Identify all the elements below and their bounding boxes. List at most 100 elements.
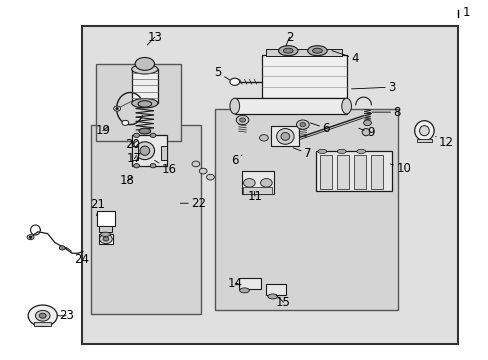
Ellipse shape [35,310,50,321]
Text: 2: 2 [285,31,293,46]
Ellipse shape [356,149,365,154]
Bar [131,135,166,166]
Ellipse shape [299,122,305,127]
Ellipse shape [29,236,32,238]
Ellipse shape [239,288,249,293]
Bar [266,49,341,56]
Text: 15: 15 [276,295,290,309]
Bar [97,211,115,226]
Ellipse shape [135,58,154,70]
Ellipse shape [133,133,139,138]
Ellipse shape [27,235,34,240]
Ellipse shape [131,99,158,108]
Bar [91,125,201,314]
Ellipse shape [229,98,239,114]
Bar [234,98,346,114]
Text: 11: 11 [247,190,262,203]
Text: 1: 1 [461,6,469,19]
Ellipse shape [317,149,326,154]
Bar [261,55,346,98]
Ellipse shape [28,305,57,327]
Text: 21: 21 [90,198,105,216]
Ellipse shape [236,115,248,125]
Ellipse shape [192,161,200,167]
Ellipse shape [283,48,292,53]
Ellipse shape [260,179,272,187]
Ellipse shape [307,46,326,56]
Text: 20: 20 [124,138,140,151]
Ellipse shape [116,108,118,110]
Text: 23: 23 [57,309,74,322]
Ellipse shape [100,234,112,244]
Bar [242,171,273,194]
Bar [34,322,51,327]
Ellipse shape [139,128,150,134]
Bar [99,226,112,232]
Bar [336,155,348,189]
Ellipse shape [363,120,371,126]
Ellipse shape [276,129,293,144]
Ellipse shape [150,133,156,138]
Ellipse shape [281,132,289,140]
Bar [238,278,260,289]
Text: 8: 8 [371,105,400,119]
Ellipse shape [150,163,156,168]
Bar [266,284,285,295]
Bar [81,26,458,344]
Ellipse shape [337,149,346,154]
Ellipse shape [362,129,369,136]
Text: 3: 3 [351,81,394,94]
Bar [370,155,382,189]
Text: 10: 10 [389,162,410,175]
Ellipse shape [259,135,268,141]
Text: 17: 17 [126,152,142,165]
Ellipse shape [140,146,149,156]
Text: 14: 14 [227,277,243,290]
Ellipse shape [133,163,139,168]
Ellipse shape [131,64,158,74]
Text: 19: 19 [95,124,110,137]
Bar [96,64,181,141]
Ellipse shape [114,106,120,111]
Bar [353,155,366,189]
Bar [161,146,166,160]
Ellipse shape [101,232,110,237]
Bar [416,139,431,143]
Ellipse shape [103,237,109,241]
Ellipse shape [59,246,65,250]
Ellipse shape [239,118,245,122]
Text: 6: 6 [230,154,242,167]
Bar [243,187,272,194]
Text: 12: 12 [435,136,453,149]
Ellipse shape [243,179,255,187]
Ellipse shape [278,46,297,56]
Bar [316,152,391,191]
Text: 16: 16 [154,160,177,176]
Ellipse shape [206,174,214,180]
Text: 24: 24 [67,248,89,266]
Text: 9: 9 [358,126,374,139]
Bar [131,146,137,160]
Bar [271,126,299,146]
Ellipse shape [135,142,154,159]
Ellipse shape [138,101,151,107]
Bar [131,69,158,103]
Text: 7: 7 [292,147,311,160]
Bar [319,155,331,189]
Ellipse shape [419,126,428,136]
Ellipse shape [312,48,322,53]
Ellipse shape [267,294,277,299]
Text: 5: 5 [214,66,229,80]
Text: 18: 18 [120,174,135,187]
Ellipse shape [296,120,308,129]
Text: 13: 13 [147,31,162,45]
Text: 6: 6 [309,122,329,135]
Text: 4: 4 [331,51,358,65]
Ellipse shape [341,98,351,114]
Text: 22: 22 [180,197,205,210]
Ellipse shape [39,313,46,318]
Ellipse shape [199,168,206,174]
Bar [215,109,397,310]
Ellipse shape [122,120,128,125]
Ellipse shape [414,121,433,141]
